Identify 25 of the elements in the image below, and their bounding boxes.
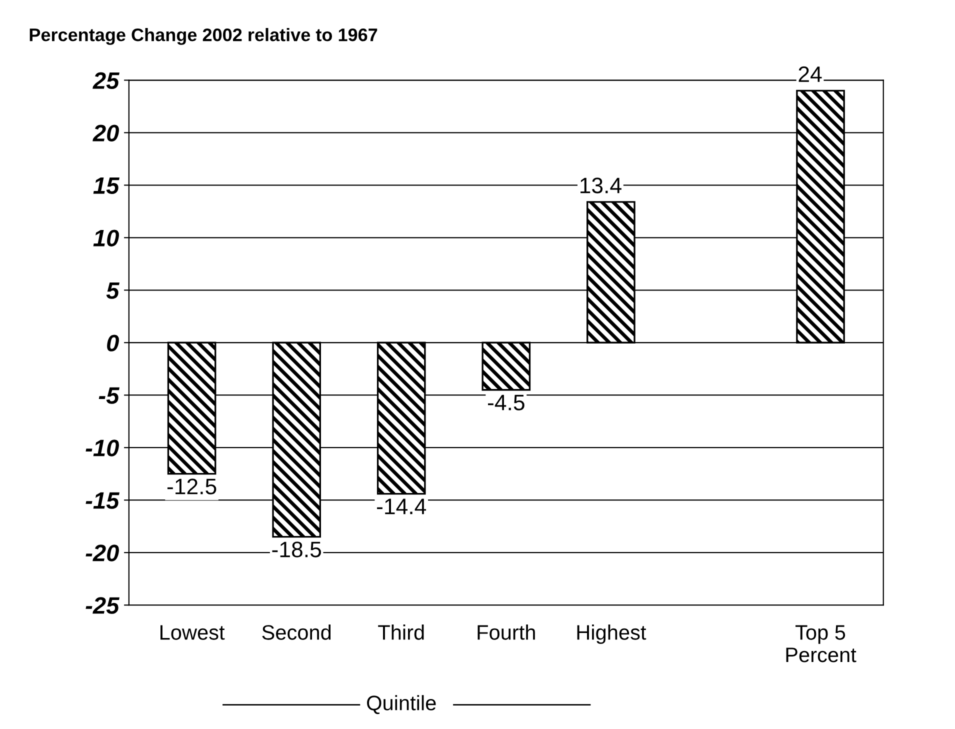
y-tick-label: -5 — [98, 387, 120, 404]
data-label: -18.5 — [272, 542, 321, 558]
chart-title: Percentage Change 2002 relative to 1967 — [30, 28, 378, 45]
data-label: 13.4 — [580, 178, 622, 194]
y-tick-label: 20 — [92, 124, 119, 142]
data-label: 24 — [798, 66, 822, 82]
y-tick-label: -25 — [86, 597, 120, 614]
y-tick-label: -20 — [86, 544, 119, 562]
data-label: -12.5 — [167, 478, 216, 494]
y-tick-label: 25 — [92, 72, 120, 89]
data-label: -4.5 — [488, 394, 524, 410]
y-tick-label: 10 — [93, 230, 119, 246]
x-tick-label: Top 5 Percent — [786, 625, 856, 662]
x-tick-label: Fourth — [478, 624, 535, 640]
data-label: -14.4 — [377, 498, 426, 514]
y-tick-label: 15 — [93, 177, 120, 194]
x-tick-label: Second — [262, 624, 331, 640]
y-tick-label: -15 — [86, 492, 120, 509]
x-tick-label: Lowest — [160, 625, 225, 640]
y-tick-label: 0 — [107, 334, 119, 352]
y-tick-label: 5 — [106, 282, 120, 299]
x-tick-label: Highest — [577, 624, 646, 644]
y-tick-label: -10 — [86, 440, 119, 456]
x-axis-title: Quintile — [367, 695, 436, 714]
x-tick-label: Third — [378, 624, 424, 640]
